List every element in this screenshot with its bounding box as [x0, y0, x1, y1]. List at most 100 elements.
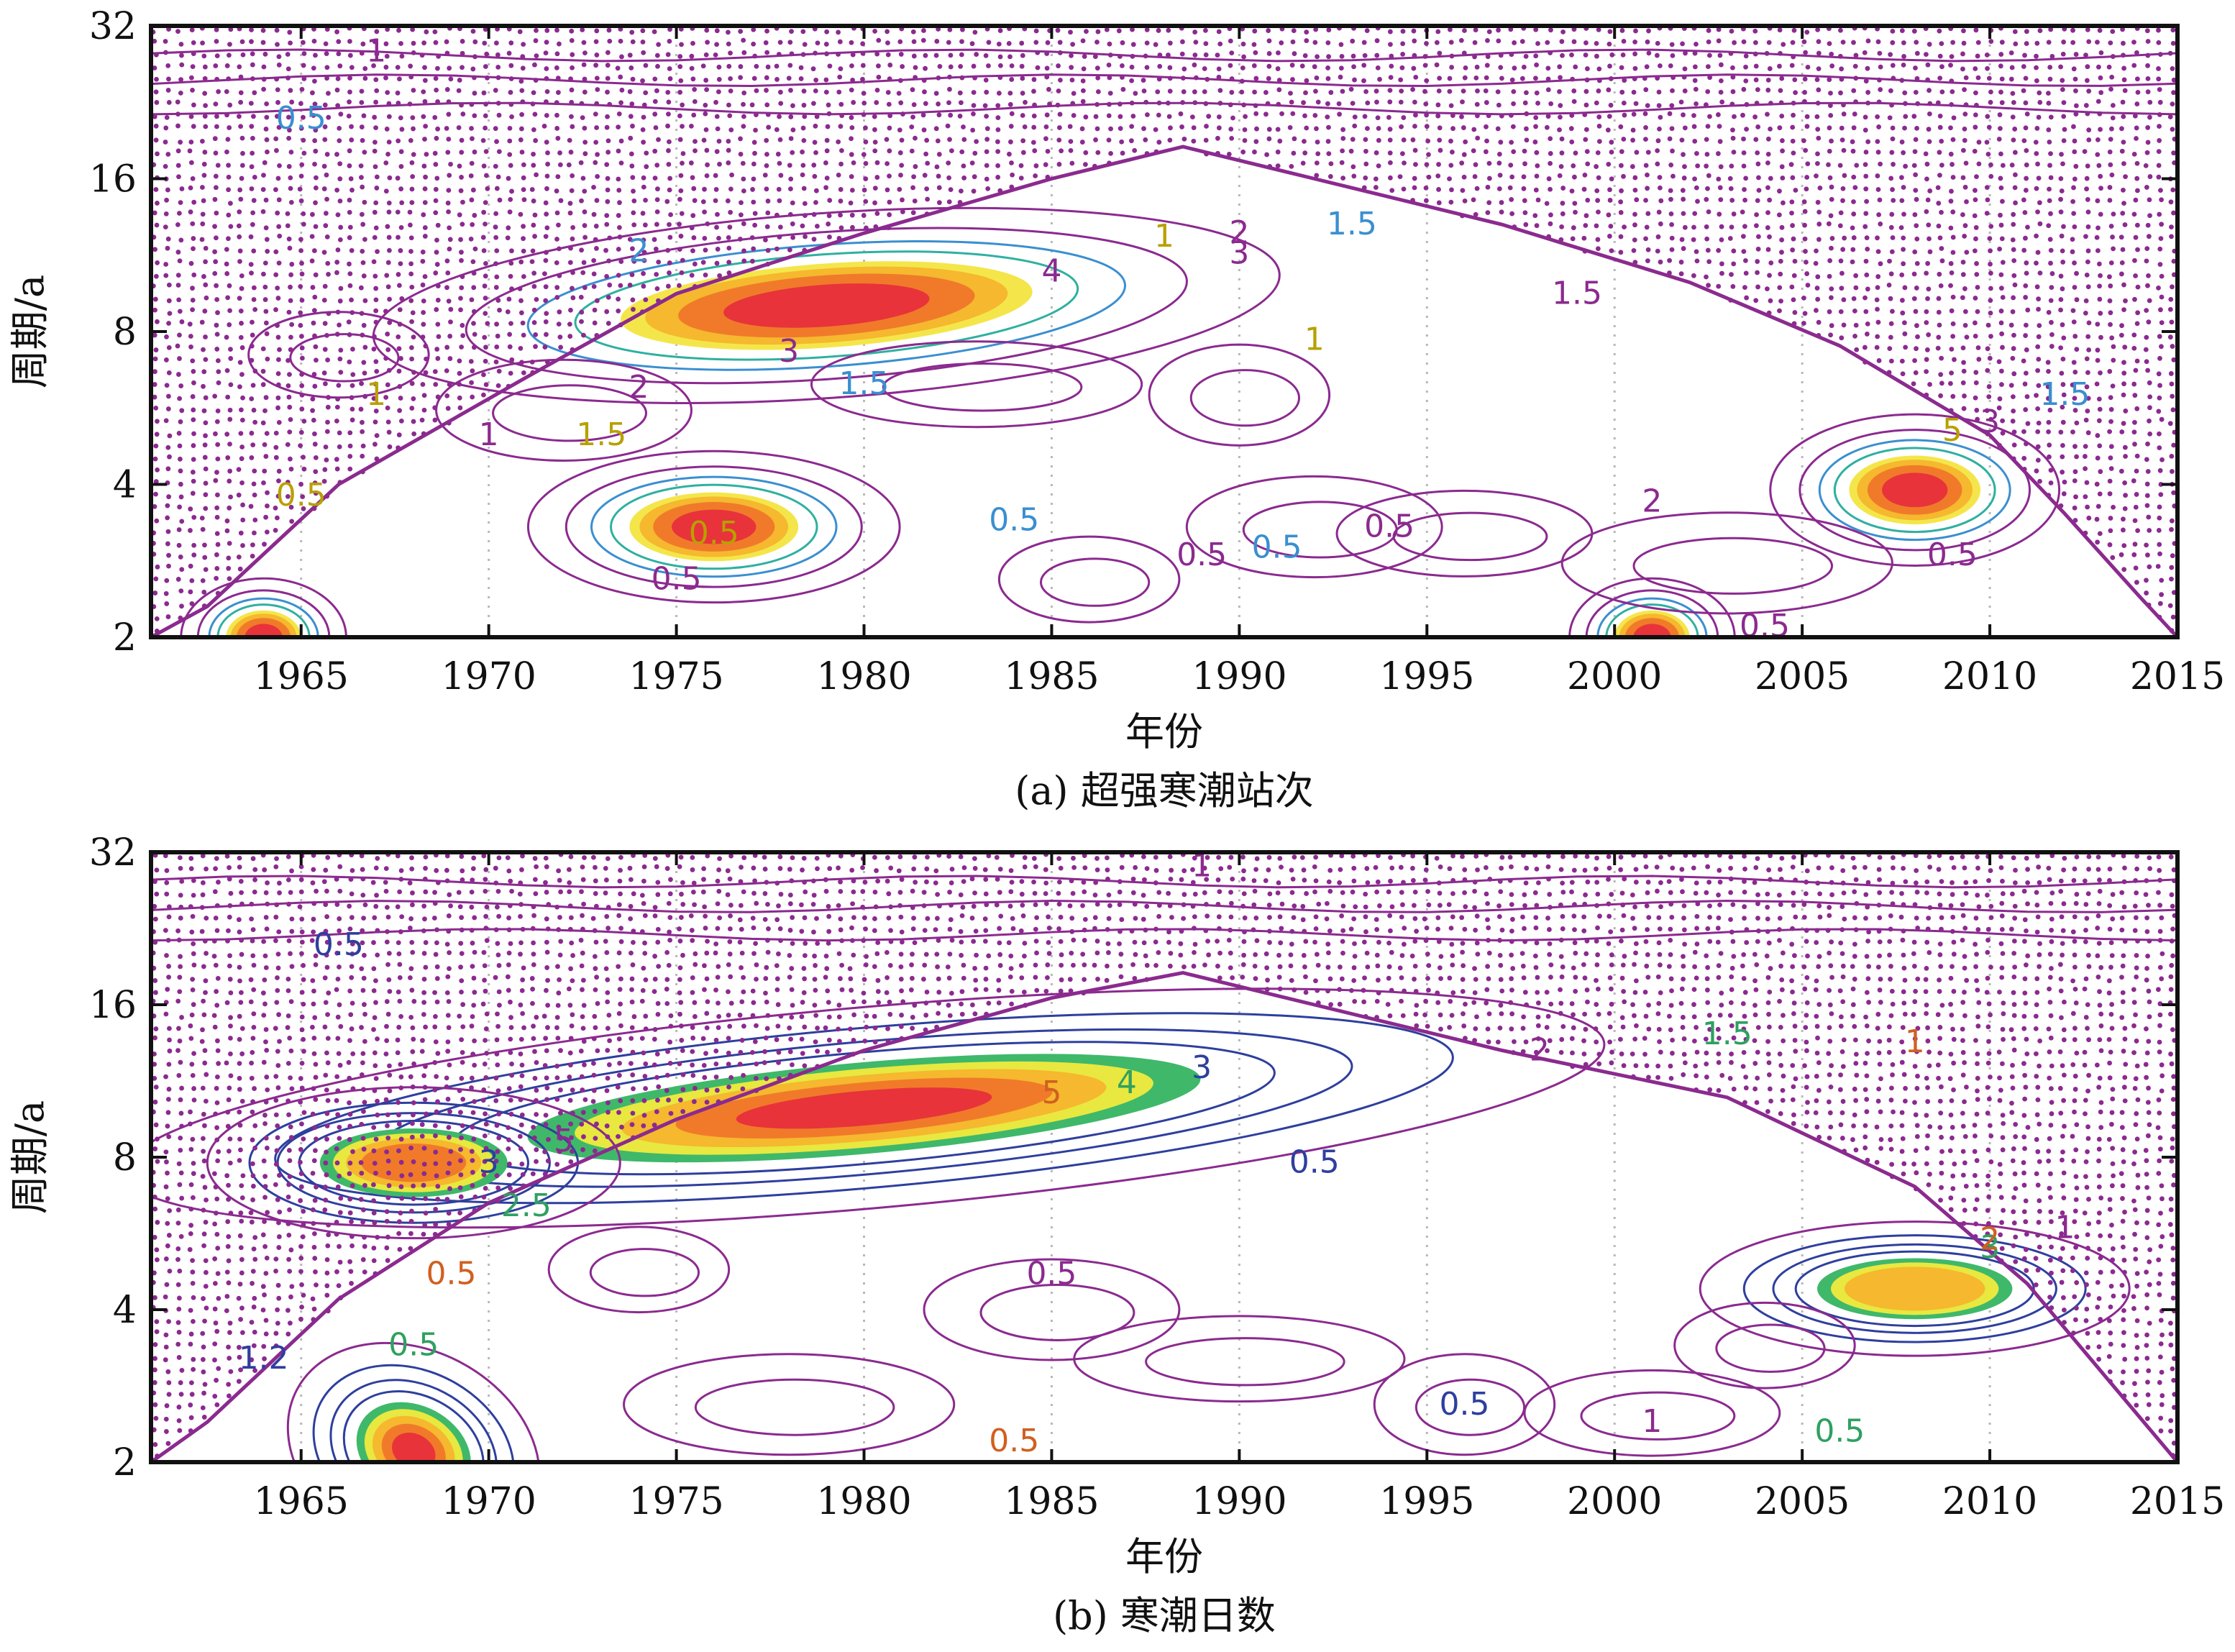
- stipple-dot: [1706, 28, 1711, 33]
- stipple-dot: [299, 345, 305, 351]
- stipple-dot: [237, 1136, 242, 1142]
- stipple-dot: [299, 1027, 305, 1033]
- stipple-dot: [544, 40, 549, 45]
- stipple-dot: [2023, 283, 2029, 288]
- stipple-dot: [408, 271, 414, 277]
- stipple-dot: [177, 975, 183, 980]
- stipple-dot: [190, 1269, 196, 1275]
- stipple-dot: [152, 916, 158, 922]
- contour-line: [997, 535, 1181, 624]
- stipple-dot: [1744, 127, 1749, 132]
- stipple-dot: [410, 115, 416, 121]
- x-tick-label: 2000: [1567, 655, 1662, 698]
- stipple-dot: [863, 139, 869, 145]
- stipple-dot: [924, 137, 930, 143]
- stipple-dot: [311, 1051, 317, 1057]
- stipple-dot: [726, 160, 731, 165]
- stipple-dot: [1913, 89, 1919, 95]
- stipple-dot: [826, 111, 832, 117]
- stipple-dot: [507, 138, 513, 144]
- stipple-dot: [483, 344, 488, 350]
- stipple-dot: [1448, 40, 1454, 45]
- stipple-dot: [239, 1098, 245, 1104]
- stipple-dot: [1950, 250, 1956, 255]
- stipple-dot: [326, 91, 331, 96]
- stipple-dot: [1569, 139, 1575, 145]
- stipple-dot: [188, 1036, 194, 1041]
- stipple-dot: [2085, 259, 2090, 265]
- stipple-dot: [508, 63, 514, 68]
- stipple-dot: [2159, 592, 2165, 598]
- stipple-dot: [212, 249, 217, 255]
- contour-line: [565, 465, 863, 588]
- stipple-dot: [2008, 322, 2014, 328]
- stipple-dot: [751, 140, 757, 145]
- stipple-dot: [2133, 504, 2139, 510]
- stipple-dot: [1838, 258, 1844, 264]
- stipple-dot: [301, 1001, 306, 1007]
- stipple-dot: [594, 198, 600, 204]
- stipple-dot: [1607, 234, 1612, 239]
- stipple-dot: [301, 40, 306, 45]
- stipple-dot: [214, 1210, 219, 1216]
- stipple-dot: [1069, 65, 1074, 70]
- stipple-dot: [372, 140, 378, 145]
- stipple-dot: [851, 160, 856, 165]
- stipple-dot: [642, 222, 648, 228]
- stipple-dot: [567, 201, 573, 206]
- stipple-dot: [1107, 41, 1112, 47]
- contour-label: 0.5: [1740, 608, 1790, 644]
- stipple-dot: [1911, 114, 1917, 119]
- stipple-dot: [1573, 150, 1578, 156]
- stipple-dot: [1644, 224, 1650, 230]
- stipple-dot: [178, 916, 183, 921]
- stipple-dot: [446, 99, 452, 104]
- stipple-dot: [876, 74, 882, 80]
- stipple-dot: [203, 506, 209, 511]
- stipple-dot: [200, 1027, 205, 1033]
- stipple-dot: [176, 174, 181, 180]
- stipple-dot: [2011, 429, 2017, 435]
- stipple-dot: [1901, 185, 1906, 190]
- stipple-dot: [1743, 53, 1749, 59]
- stipple-dot: [1512, 40, 1517, 45]
- stipple-dot: [920, 37, 926, 43]
- stipple-dot: [312, 431, 317, 437]
- stipple-dot: [2110, 234, 2115, 239]
- stipple-dot: [616, 273, 621, 278]
- contour-line: [1148, 343, 1331, 447]
- stipple-dot: [360, 453, 365, 459]
- stipple-dot: [1888, 52, 1893, 58]
- stipple-dot: [224, 1269, 230, 1275]
- stipple-dot: [605, 114, 610, 119]
- stipple-dot: [497, 197, 503, 203]
- stipple-dot: [1645, 247, 1651, 252]
- stipple-dot: [212, 1281, 218, 1286]
- stipple-dot: [1533, 76, 1538, 81]
- stipple-dot: [191, 1171, 196, 1177]
- stipple-dot: [251, 987, 257, 992]
- stipple-dot: [1399, 124, 1404, 129]
- stipple-dot: [542, 271, 547, 276]
- stipple-dot: [627, 282, 633, 288]
- stipple-dot: [2110, 29, 2116, 35]
- stipple-dot: [483, 222, 488, 227]
- stipple-dot: [299, 406, 305, 412]
- stipple-dot: [533, 344, 538, 350]
- stipple-dot: [1903, 101, 1908, 106]
- stipple-dot: [1976, 161, 1982, 167]
- stipple-dot: [921, 127, 927, 133]
- stipple-dot: [714, 260, 720, 266]
- stipple-dot: [2025, 307, 2031, 313]
- stipple-dot: [313, 127, 319, 133]
- stipple-dot: [2037, 323, 2042, 328]
- stipple-dot: [2156, 285, 2161, 291]
- stipple-dot: [1020, 113, 1025, 118]
- stipple-dot: [2023, 295, 2029, 300]
- stipple-dot: [752, 211, 758, 216]
- stipple-dot: [299, 1121, 304, 1127]
- stipple-dot: [190, 1072, 196, 1078]
- stipple-dot: [716, 138, 722, 144]
- stipple-dot: [1596, 78, 1602, 83]
- stipple-dot: [201, 369, 207, 375]
